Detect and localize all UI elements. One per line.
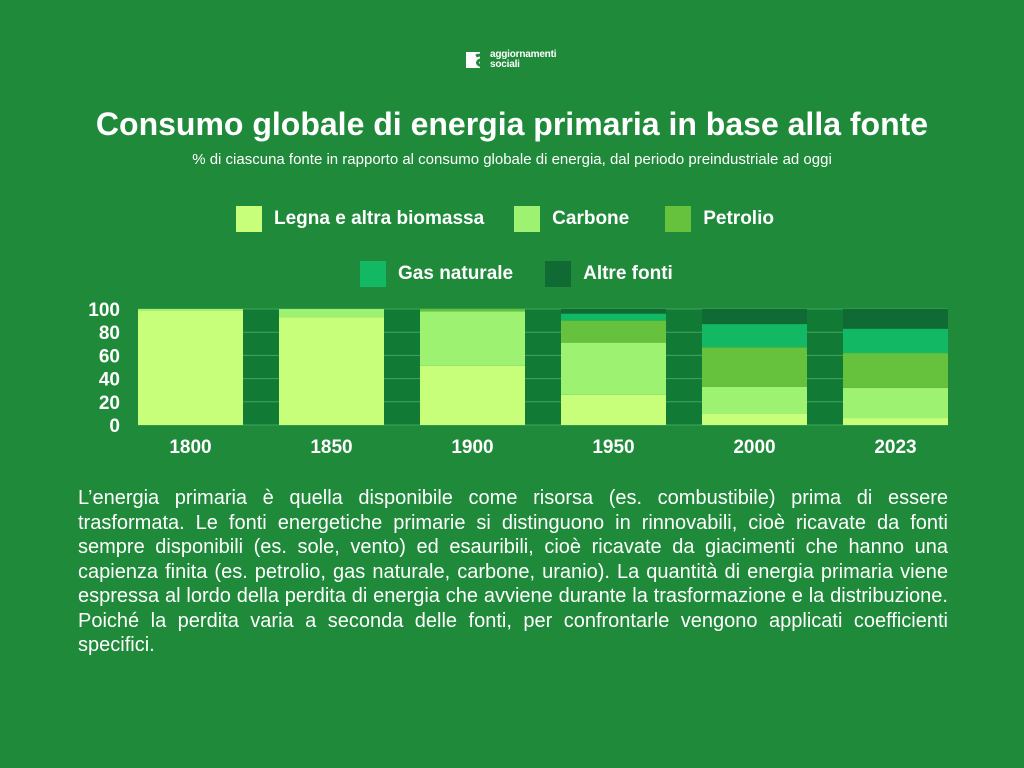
legend-label-gas: Gas naturale	[398, 263, 514, 284]
bar-segment	[420, 365, 525, 425]
legend-swatch-gas	[360, 261, 386, 287]
y-tick-label: 80	[99, 323, 120, 344]
legend-item-gas: Gas naturale	[360, 261, 513, 287]
bar-segment	[702, 386, 807, 414]
bar-segment	[561, 320, 666, 343]
brand-logo: aggiornamenti sociali	[466, 50, 556, 70]
bar-segment	[843, 309, 948, 329]
x-tick-label: 1850	[310, 437, 352, 458]
legend-label-other: Altre fonti	[583, 263, 673, 284]
legend-row-2: Gas naturale Altre fonti	[360, 261, 673, 287]
aggiornamenti-sociali-logo-icon	[466, 52, 486, 68]
bar-segment	[702, 413, 807, 425]
logo-text: aggiornamenti sociali	[490, 50, 556, 70]
bar-segment	[279, 317, 384, 425]
x-tick-label: 1900	[451, 437, 493, 458]
y-tick-label: 60	[99, 346, 120, 367]
x-tick-label: 1950	[592, 437, 634, 458]
bar-segment	[843, 353, 948, 388]
description-paragraph: L’energia primaria è quella disponibile …	[78, 487, 948, 656]
bar-segment	[420, 311, 525, 366]
legend-item-oil: Petrolio	[665, 206, 774, 232]
bar-segment	[279, 309, 384, 318]
bar-segment	[561, 313, 666, 321]
bar-segment	[702, 324, 807, 348]
legend-swatch-coal	[514, 206, 541, 232]
bar-segment	[138, 309, 243, 311]
legend-row-1: Legna e altra biomassa Carbone Petrolio	[236, 206, 774, 232]
logo-line-1: aggiornamenti	[490, 49, 557, 60]
bar-segment	[702, 309, 807, 325]
bar-segment	[702, 347, 807, 387]
legend-swatch-oil	[665, 206, 692, 232]
bar-segment	[843, 328, 948, 354]
bar-segment	[420, 309, 525, 312]
logo-line-2: sociali	[490, 59, 520, 70]
bar-segment	[561, 342, 666, 395]
y-tick-label: 100	[88, 300, 120, 321]
x-tick-label: 2023	[874, 437, 916, 458]
page-title: Consumo globale di energia primaria in b…	[95, 106, 929, 142]
legend-label-biomass: Legna e altra biomassa	[274, 208, 485, 229]
bar-segment	[138, 310, 243, 425]
legend-label-coal: Carbone	[552, 208, 630, 229]
legend-swatch-other	[545, 261, 572, 287]
legend-swatch-biomass	[236, 206, 262, 232]
y-tick-label: 0	[109, 416, 120, 437]
bar-segment	[561, 309, 666, 314]
legend-item-other: Altre fonti	[545, 261, 673, 287]
x-tick-label: 1800	[169, 437, 211, 458]
x-tick-label: 2000	[733, 437, 775, 458]
bar-segment	[561, 394, 666, 425]
plot-area	[138, 309, 948, 425]
page-subtitle: % di ciascuna fonte in rapporto al consu…	[192, 151, 832, 168]
legend-item-coal: Carbone	[514, 206, 629, 232]
y-tick-label: 20	[99, 393, 120, 414]
bar-segment	[843, 418, 948, 425]
legend-label-oil: Petrolio	[703, 208, 774, 229]
bar-segment	[843, 387, 948, 419]
y-tick-label: 40	[99, 370, 120, 391]
legend-item-biomass: Legna e altra biomassa	[236, 206, 484, 232]
